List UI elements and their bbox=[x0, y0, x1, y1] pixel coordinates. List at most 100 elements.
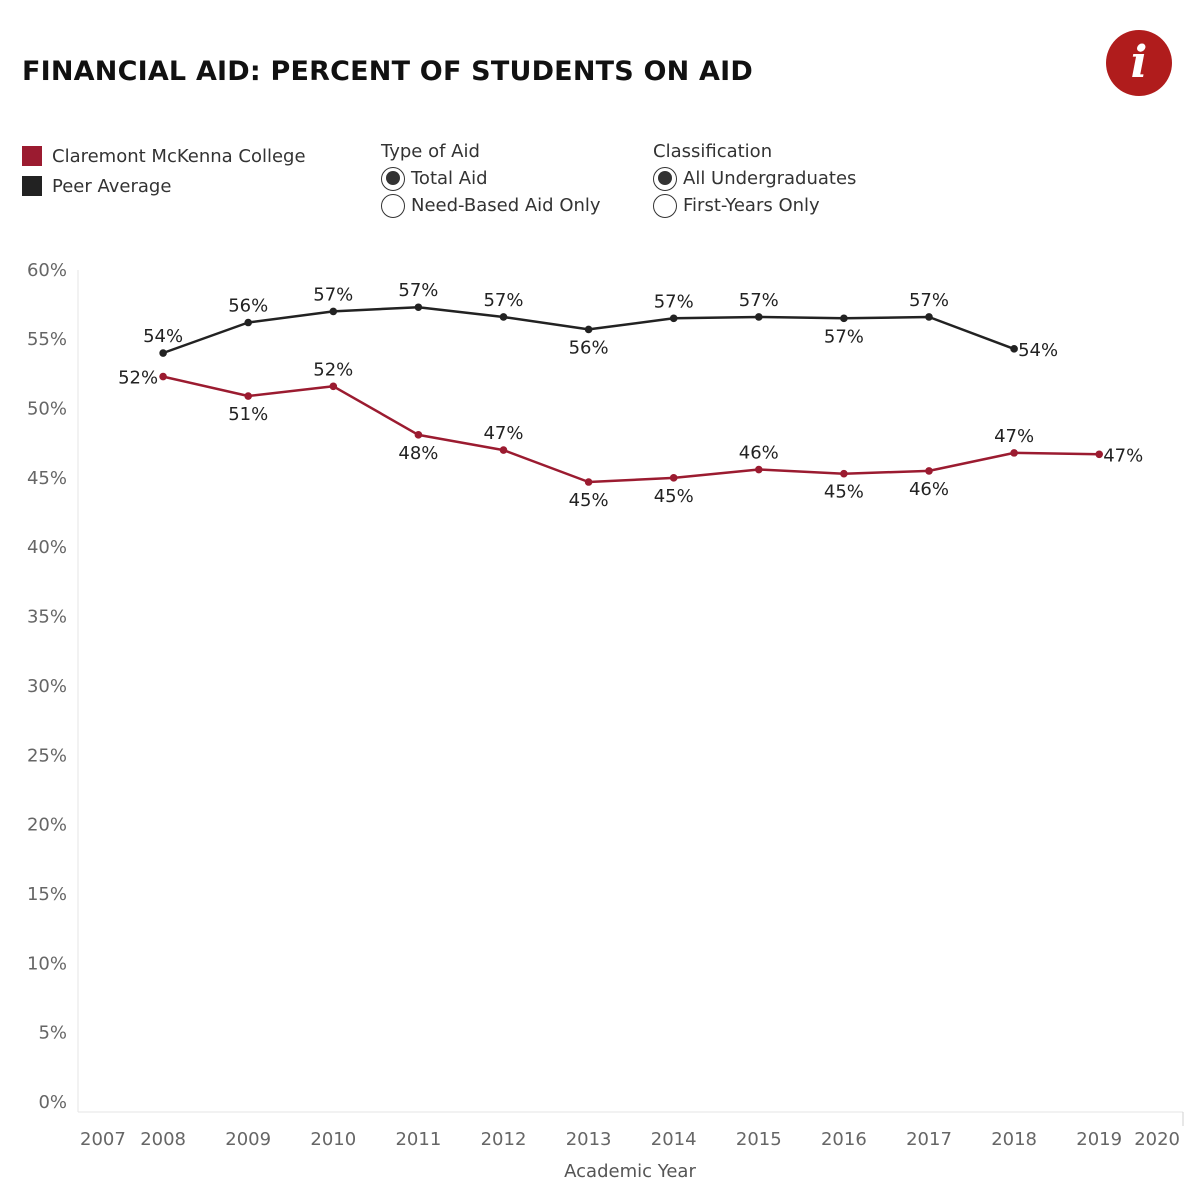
y-tick-label: 25% bbox=[27, 745, 67, 766]
data-label: 57% bbox=[483, 290, 523, 311]
y-tick-label: 50% bbox=[27, 399, 67, 420]
data-label: 47% bbox=[1103, 445, 1143, 466]
chart-axes: 0% 5% 10% 15% 20% 25% 30% 35% 40% 45% 50% 55% 60% 200… bbox=[27, 260, 1184, 1150]
data-label: 54% bbox=[143, 326, 183, 347]
x-tick-label: 2009 bbox=[225, 1129, 271, 1150]
radio-total-aid-label: Total Aid bbox=[411, 168, 488, 189]
data-label: 54% bbox=[1018, 340, 1058, 361]
legend-label-claremont: Claremont McKenna College bbox=[52, 145, 306, 167]
y-tick-label: 30% bbox=[27, 676, 67, 697]
data-label: 51% bbox=[228, 404, 268, 425]
chart-series bbox=[162, 305, 1100, 484]
y-tick-label: 5% bbox=[38, 1023, 67, 1044]
x-axis-title: Academic Year bbox=[564, 1161, 696, 1182]
data-label: 57% bbox=[739, 290, 779, 311]
y-tick-label: 0% bbox=[38, 1092, 67, 1113]
data-label: 48% bbox=[398, 443, 438, 464]
data-point bbox=[755, 465, 763, 474]
radio-all-undergraduates[interactable]: All Undergraduates bbox=[653, 165, 856, 192]
data-point bbox=[329, 382, 338, 391]
radio-first-years-only[interactable]: First-Years Only bbox=[653, 192, 856, 219]
data-label: 57% bbox=[824, 326, 864, 347]
data-point bbox=[159, 372, 167, 381]
data-point bbox=[414, 431, 423, 439]
data-point bbox=[499, 313, 508, 321]
data-point bbox=[1010, 345, 1018, 353]
y-tick-label: 15% bbox=[27, 884, 67, 905]
radio-unselected-icon[interactable] bbox=[653, 193, 677, 218]
x-tick-label: 2018 bbox=[991, 1129, 1037, 1150]
data-label: 57% bbox=[654, 291, 694, 312]
data-point bbox=[840, 469, 848, 478]
radio-need-based-aid[interactable]: Need-Based Aid Only bbox=[381, 192, 601, 219]
data-point bbox=[840, 314, 848, 323]
data-point bbox=[925, 467, 933, 475]
data-point bbox=[1095, 450, 1103, 459]
data-point bbox=[159, 349, 167, 357]
x-tick-label: 2014 bbox=[651, 1129, 697, 1150]
legend-swatch-claremont bbox=[22, 146, 42, 166]
type-of-aid-filter: Type of Aid Total Aid Need-Based Aid Onl… bbox=[381, 141, 601, 219]
radio-selected-icon[interactable] bbox=[653, 166, 677, 191]
series-line bbox=[162, 375, 1100, 484]
data-label: 52% bbox=[313, 359, 353, 380]
data-point bbox=[925, 313, 933, 321]
legend-label-peer-average: Peer Average bbox=[52, 175, 172, 197]
data-label: 57% bbox=[909, 290, 949, 311]
data-label: 57% bbox=[313, 284, 353, 305]
color-legend: Claremont McKenna College Peer Average bbox=[22, 141, 306, 201]
x-tick-label: 2011 bbox=[395, 1129, 441, 1150]
data-label: 56% bbox=[569, 337, 609, 358]
x-tick-label: 2017 bbox=[906, 1129, 952, 1150]
y-tick-label: 10% bbox=[27, 953, 67, 974]
x-tick-label: 2016 bbox=[821, 1129, 867, 1150]
radio-all-undergraduates-label: All Undergraduates bbox=[683, 168, 857, 189]
data-label: 56% bbox=[228, 296, 268, 317]
x-tick-label: 2007 bbox=[80, 1129, 126, 1150]
data-point bbox=[244, 392, 252, 400]
data-label: 46% bbox=[739, 443, 779, 464]
data-point bbox=[499, 446, 508, 454]
radio-selected-icon[interactable] bbox=[381, 166, 405, 191]
data-point bbox=[584, 478, 593, 486]
radio-total-aid[interactable]: Total Aid bbox=[381, 165, 601, 192]
classification-title: Classification bbox=[653, 141, 773, 162]
data-point bbox=[414, 303, 423, 312]
page-title: FINANCIAL AID: PERCENT OF STUDENTS ON AI… bbox=[22, 56, 753, 87]
data-point bbox=[755, 313, 763, 321]
data-point bbox=[1010, 449, 1018, 457]
x-tick-label: 2012 bbox=[481, 1129, 527, 1150]
data-label: 52% bbox=[118, 368, 158, 389]
legend-swatch-peer-average bbox=[22, 176, 42, 196]
data-label: 57% bbox=[398, 280, 438, 301]
y-tick-label: 40% bbox=[27, 537, 67, 558]
info-icon[interactable]: i bbox=[1106, 30, 1172, 96]
x-tick-label: 2013 bbox=[566, 1129, 612, 1150]
data-label: 47% bbox=[483, 423, 523, 444]
data-label: 45% bbox=[654, 486, 694, 507]
legend-item-peer-average[interactable]: Peer Average bbox=[22, 171, 306, 201]
y-tick-label: 60% bbox=[27, 260, 67, 281]
data-label: 46% bbox=[909, 479, 949, 500]
data-label: 45% bbox=[824, 482, 864, 503]
type-of-aid-title: Type of Aid bbox=[381, 141, 480, 162]
data-point bbox=[244, 318, 252, 327]
x-tick-label: 2019 bbox=[1076, 1129, 1122, 1150]
radio-unselected-icon[interactable] bbox=[381, 193, 405, 218]
chart-marks: 54% 56% 57% 57% 57% 56% 57% 57% 57% 57% 54% 52% 51% 5… bbox=[118, 280, 1143, 511]
legend-item-claremont[interactable]: Claremont McKenna College bbox=[22, 141, 306, 171]
x-tick-label: 2015 bbox=[736, 1129, 782, 1150]
x-tick-label: 2008 bbox=[140, 1129, 186, 1150]
y-tick-label: 55% bbox=[27, 329, 67, 350]
data-point bbox=[584, 325, 593, 334]
classification-filter: Classification All Undergraduates First-… bbox=[653, 141, 856, 219]
y-tick-label: 45% bbox=[27, 468, 67, 489]
x-tick-label: 2020 bbox=[1134, 1129, 1180, 1150]
data-point bbox=[669, 474, 678, 482]
y-tick-label: 20% bbox=[27, 815, 67, 836]
data-point bbox=[669, 314, 678, 323]
data-label: 45% bbox=[569, 490, 609, 511]
x-tick-label: 2010 bbox=[310, 1129, 356, 1150]
radio-first-years-only-label: First-Years Only bbox=[683, 195, 820, 216]
